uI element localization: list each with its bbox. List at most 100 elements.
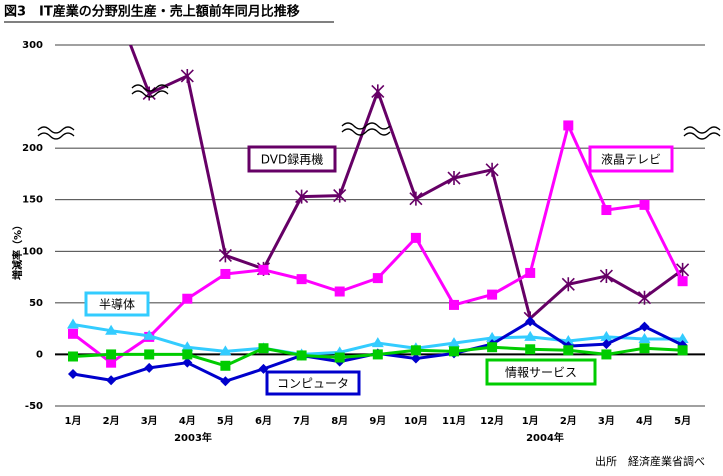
marker (334, 286, 345, 297)
x-tick-label: 3月 (141, 415, 158, 427)
marker (182, 357, 193, 368)
marker (106, 375, 117, 386)
marker (106, 357, 117, 368)
marker (220, 268, 231, 279)
marker (637, 290, 652, 305)
marker (409, 191, 423, 206)
marker (220, 360, 231, 371)
marker (105, 324, 118, 335)
marker (68, 369, 78, 380)
marker (68, 351, 78, 362)
series-label: コンピュータ (277, 377, 349, 391)
axis-breaks (37, 84, 721, 140)
marker (601, 349, 612, 360)
marker (334, 352, 345, 363)
series-label-box (588, 145, 674, 173)
marker (218, 248, 232, 263)
marker (524, 330, 537, 341)
marker (599, 269, 613, 284)
marker (333, 188, 347, 203)
axis-break (341, 122, 391, 130)
chart-title: 図3 IT産業の分野別生産・売上額前年同月比推移 (4, 4, 300, 20)
marker (449, 299, 459, 310)
series-label: DVD録再機 (261, 152, 323, 167)
marker (371, 337, 384, 348)
marker (601, 205, 612, 216)
axis-break (37, 132, 75, 140)
y-axis-label: 増減率（%） (11, 220, 24, 280)
marker (372, 349, 383, 360)
marker (258, 264, 269, 275)
x-tick-label: 4月 (636, 415, 653, 427)
marker (258, 343, 269, 354)
marker (296, 350, 307, 361)
x-tick-label: 5月 (674, 415, 691, 427)
marker (561, 277, 575, 292)
axis-break (131, 84, 169, 92)
marker (410, 232, 421, 243)
marker (219, 345, 232, 356)
marker (372, 273, 383, 284)
marker (487, 289, 498, 300)
series-line (128, 45, 684, 320)
axis-break (131, 90, 169, 98)
series-label: 情報サービス (505, 366, 577, 380)
y-tick-label: 150 (22, 195, 43, 206)
y-tick-label: 0 (36, 349, 43, 360)
marker (525, 267, 536, 278)
year-label: 2003年 (174, 431, 212, 444)
year-label: 2004年 (526, 431, 564, 444)
series-label-box (247, 145, 337, 173)
y-tick-label: 200 (22, 143, 43, 154)
axis-break (683, 126, 721, 134)
x-tick-label: 7月 (293, 415, 310, 427)
marker (296, 274, 307, 285)
marker (448, 337, 460, 348)
axis-break (683, 132, 721, 140)
y-tick-label: -50 (25, 401, 43, 412)
marker (180, 68, 194, 83)
marker (600, 330, 613, 341)
series-label-box (265, 370, 361, 396)
marker (182, 293, 193, 304)
marker (486, 331, 499, 342)
marker (639, 343, 650, 354)
x-tick-label: 2月 (103, 415, 120, 427)
marker (487, 342, 498, 353)
marker (601, 339, 612, 350)
y-tick-label: 50 (29, 298, 43, 309)
x-tick-label: 9月 (369, 415, 386, 427)
marker (106, 349, 117, 360)
x-tick-label: 4月 (179, 415, 196, 427)
x-tick-label: 10月 (404, 415, 428, 427)
marker (563, 120, 574, 131)
marker (677, 276, 688, 287)
series-label: 液晶テレビ (601, 152, 661, 167)
marker (143, 329, 156, 340)
x-tick-label: 3月 (598, 415, 615, 427)
x-tick-label: 12月 (480, 415, 504, 427)
y-tick-label: 300 (22, 40, 43, 51)
x-tick-label: 11月 (442, 415, 466, 427)
marker (68, 328, 78, 339)
marker (447, 171, 461, 186)
marker (295, 189, 309, 204)
axis-break (37, 126, 75, 134)
marker (182, 349, 193, 360)
marker (677, 345, 688, 356)
marker (525, 316, 536, 327)
marker (67, 318, 79, 329)
series-label-box (84, 291, 150, 317)
series-label-box (485, 358, 597, 386)
x-tick-label: 1月 (522, 415, 539, 427)
x-tick-label: 5月 (217, 415, 234, 427)
x-tick-label: 1月 (65, 415, 82, 427)
source: 出所 経済産業省調べ (595, 454, 705, 468)
marker (639, 199, 650, 210)
series-label: 半導体 (99, 298, 135, 312)
marker (676, 332, 689, 343)
marker (638, 332, 651, 343)
x-tick-label: 6月 (255, 415, 272, 427)
marker (525, 344, 536, 355)
